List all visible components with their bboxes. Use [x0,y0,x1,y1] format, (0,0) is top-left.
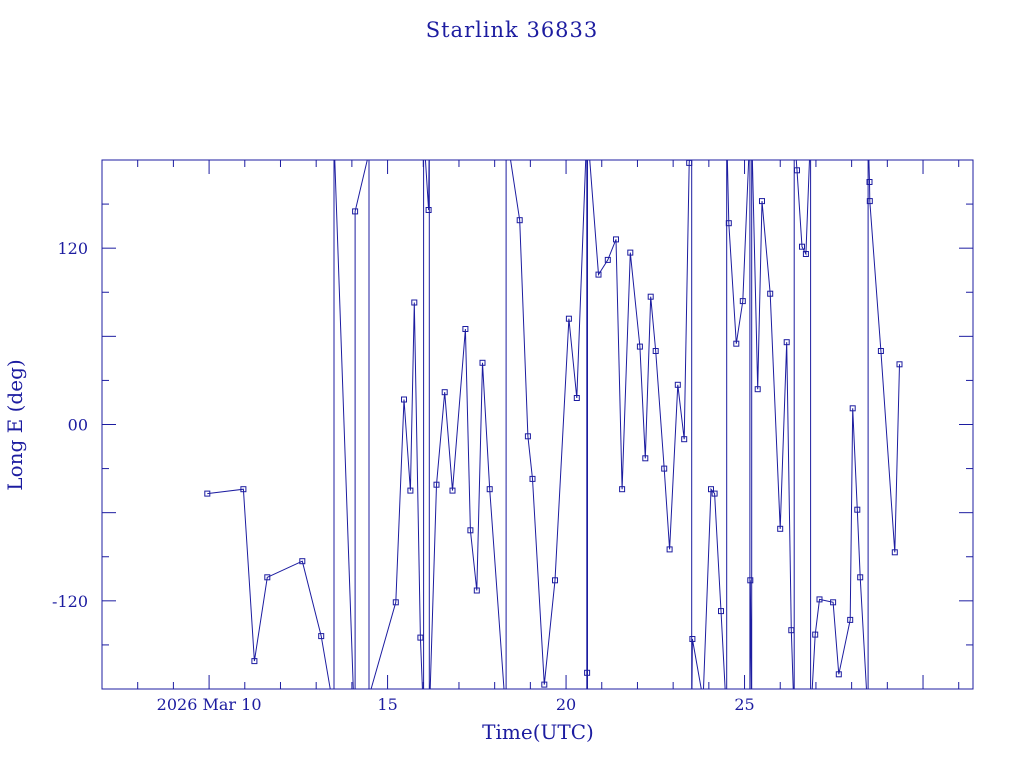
data-point [799,243,805,250]
data-point [708,486,714,493]
data-point [854,506,861,513]
data-point [689,636,696,642]
data-point [411,299,418,306]
data-point [739,298,746,305]
data-point [627,249,634,256]
data-point [441,389,448,396]
data-point [783,339,790,346]
y-tick-label: 00 [68,416,88,435]
data-point [524,433,531,440]
data-point [318,633,325,640]
data-point [407,487,414,494]
data-point [794,167,800,174]
data-point [830,599,837,606]
data-point [433,481,440,488]
x-tick-label: 15 [377,695,397,714]
data-point [636,343,643,350]
data-point [661,465,668,472]
data-point [777,525,784,532]
data-point [584,669,591,676]
data-point [467,527,474,534]
data-point [251,658,258,665]
data-point [674,381,681,388]
x-ticks [101,160,960,689]
data-point [417,634,424,641]
data-point [619,486,626,493]
data-point [767,290,774,297]
data-region [204,160,903,689]
data-point [877,348,884,354]
data-point [711,490,718,497]
data-point [565,315,572,322]
x-axis-label: Time(UTC) [482,720,594,744]
data-point [552,577,558,584]
x-tick-label: 20 [556,695,576,714]
data-point [613,236,619,243]
y-ticks [102,159,973,690]
data-point [486,486,493,493]
data-point [802,251,809,257]
data-point [681,436,688,443]
data-point [401,396,407,403]
data-point [866,179,873,185]
data-point [595,271,602,278]
data-point [425,207,432,213]
data-point [642,455,649,462]
data-point [516,217,523,224]
data-point [299,558,306,565]
data-point [462,326,469,332]
x-tick-label: 25 [734,695,754,714]
data-point [666,546,673,553]
data-point [754,386,761,393]
data-point [529,475,536,482]
data-point [573,395,580,401]
data-point [352,208,359,215]
data-point [866,198,873,205]
data-point [812,631,819,638]
y-tick-label: -120 [52,592,88,611]
data-point [392,599,399,606]
data-point [473,587,480,594]
data-point [816,596,823,603]
data-point [647,293,654,300]
data-point [204,490,211,497]
data-point [449,487,456,494]
y-tick-label: 120 [57,239,88,258]
plot-frame [101,159,974,690]
data-point [747,577,754,584]
data-point [604,256,611,263]
chart-title: Starlink 36833 [426,18,599,42]
y-axis-label: Long E (deg) [3,359,27,490]
data-point [264,574,271,581]
data-point [541,681,548,688]
data-point [733,340,740,347]
tick-labels: 120 00 -120 2026 Mar 10 15 20 25 [52,239,755,714]
data-point [759,198,765,205]
data-point [718,608,724,615]
series-line [207,160,900,689]
data-point [479,359,486,366]
data-point [891,549,898,556]
data-point [857,574,864,581]
data-point [788,627,795,634]
data-point [652,348,659,354]
data-point [847,616,854,623]
data-point [896,361,903,368]
plot-area: 120 00 -120 2026 Mar 10 15 20 25 [52,159,974,714]
data-point [849,405,856,412]
x-tick-label: 2026 Mar 10 [157,695,262,714]
data-point [725,220,732,227]
series-layer [204,160,903,689]
data-point [835,671,842,678]
data-point [240,486,247,493]
